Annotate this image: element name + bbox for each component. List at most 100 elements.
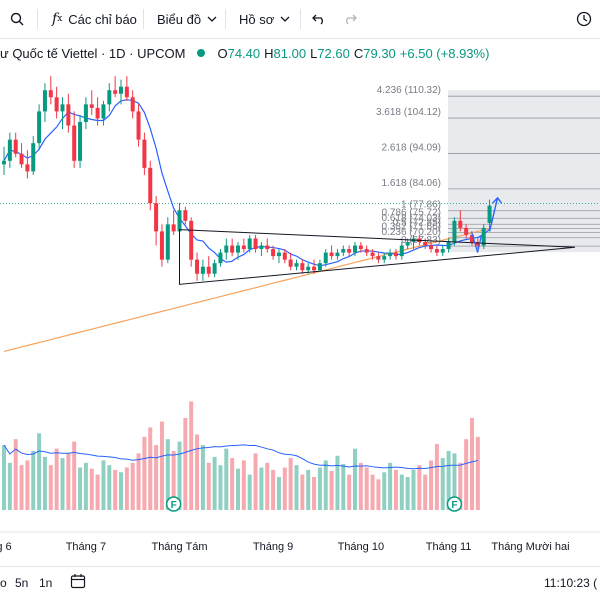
candle-body [452, 220, 457, 242]
range-button-5d[interactable]: 5n [15, 576, 29, 590]
volume-bar [382, 472, 387, 510]
volume-bar [317, 467, 322, 510]
volume-bar [113, 469, 118, 510]
volume-bar [312, 476, 317, 510]
toolbar-divider [300, 9, 301, 29]
volume-bar [119, 472, 123, 510]
volume-bar [66, 453, 71, 510]
undo-button[interactable] [312, 8, 326, 30]
volume-bar [434, 443, 439, 510]
volume-bar [37, 433, 42, 510]
candle-body [183, 210, 188, 221]
range-button-1m[interactable]: 1n [39, 576, 53, 590]
pullback-arrow-drawing [470, 231, 483, 253]
candle-body [247, 238, 252, 250]
candle-body [271, 249, 276, 257]
volume-bar [165, 439, 170, 510]
candle-body [83, 104, 88, 122]
candle-body [300, 263, 305, 271]
volume-bar [399, 474, 404, 510]
close-value: 79.30 [363, 45, 396, 61]
financials-event-marker: F [165, 496, 182, 512]
volume-bar [136, 453, 141, 510]
redo-button[interactable] [343, 8, 357, 30]
candle-body [95, 107, 100, 119]
candle-body [429, 245, 434, 250]
open-value: 74.40 [227, 45, 261, 61]
volume-bar [200, 445, 205, 510]
symbol-title[interactable]: ư Quốc tế Viettel · 1D · UPCOM [0, 45, 186, 61]
close-key: C [353, 45, 364, 61]
range-button[interactable]: o [0, 576, 7, 590]
bottom-toolbar: o 5n 1n 11:10:23 ( [0, 566, 600, 601]
candle-body [399, 245, 404, 257]
low-key: L [310, 45, 318, 61]
symbol-search-button[interactable] [10, 8, 24, 30]
candle-body [200, 266, 205, 274]
volume-bar [329, 471, 334, 510]
volume-bar [224, 448, 229, 510]
candle-body [78, 122, 83, 161]
event-marker-circle [446, 496, 463, 512]
open-key: O [217, 45, 228, 61]
candle-body [446, 242, 451, 250]
volume-bar [271, 469, 276, 510]
undo-icon [312, 14, 323, 25]
candle-body [440, 249, 445, 253]
event-marker-letter: F [171, 500, 177, 511]
candle-body [72, 125, 77, 161]
replay-button[interactable] [576, 8, 592, 30]
clock-time[interactable]: 11:10:23 ( [544, 576, 598, 590]
volume-bar [335, 455, 340, 510]
candle-body [13, 139, 18, 154]
chart-type-label: Biểu đồ [157, 11, 202, 27]
candle-body [335, 252, 340, 257]
fib-level-label: 0.618 (74.03) [382, 213, 442, 224]
candle-body [434, 249, 439, 253]
volume-bar [259, 467, 264, 510]
volume-bar [241, 460, 246, 510]
candle-body [282, 252, 287, 260]
time-axis-label: g 6 [0, 541, 12, 553]
fib-extension-area [448, 90, 600, 253]
candle-body [358, 245, 363, 250]
financials-event-marker: F [446, 496, 463, 512]
volume-bar [247, 474, 252, 510]
chart-type-button[interactable]: Biểu đồ [157, 8, 217, 30]
candle-body [19, 153, 24, 165]
volume-bar [54, 448, 59, 510]
templates-button[interactable]: Hồ sơ [239, 8, 290, 30]
volume-bar [423, 474, 428, 510]
candle-body [294, 263, 299, 267]
volume-bar [171, 451, 176, 510]
candle-body [276, 252, 281, 257]
candle-body [481, 227, 486, 246]
volume-bar [364, 467, 369, 510]
candle-body [25, 164, 30, 172]
volume-bar [148, 427, 153, 510]
fib-level-label: 1.618 (84.06) [382, 178, 442, 189]
high-value: 81.00 [273, 45, 307, 61]
change-value: +6.50 (+8.93%) [399, 45, 490, 61]
candle-body [306, 266, 311, 271]
candle-body [2, 160, 6, 165]
candle-body [288, 259, 293, 267]
price-chart[interactable]: 4.236 (110.32) 3.618 (104.12) 2.618 (94.09… [0, 62, 600, 566]
volume-bar [300, 474, 305, 510]
candle-body [7, 139, 12, 161]
volume-bar [183, 417, 188, 510]
candle-body [241, 245, 246, 250]
candle-body [230, 245, 235, 253]
volume-bar [212, 456, 217, 510]
candle-body [470, 234, 474, 242]
candle-body [89, 104, 94, 108]
calendar-icon [70, 574, 86, 589]
calendar-button[interactable] [70, 573, 86, 592]
candle-body [165, 224, 170, 260]
candle-body [259, 245, 264, 250]
volume-bar [89, 468, 94, 510]
volume-bar [2, 445, 6, 510]
